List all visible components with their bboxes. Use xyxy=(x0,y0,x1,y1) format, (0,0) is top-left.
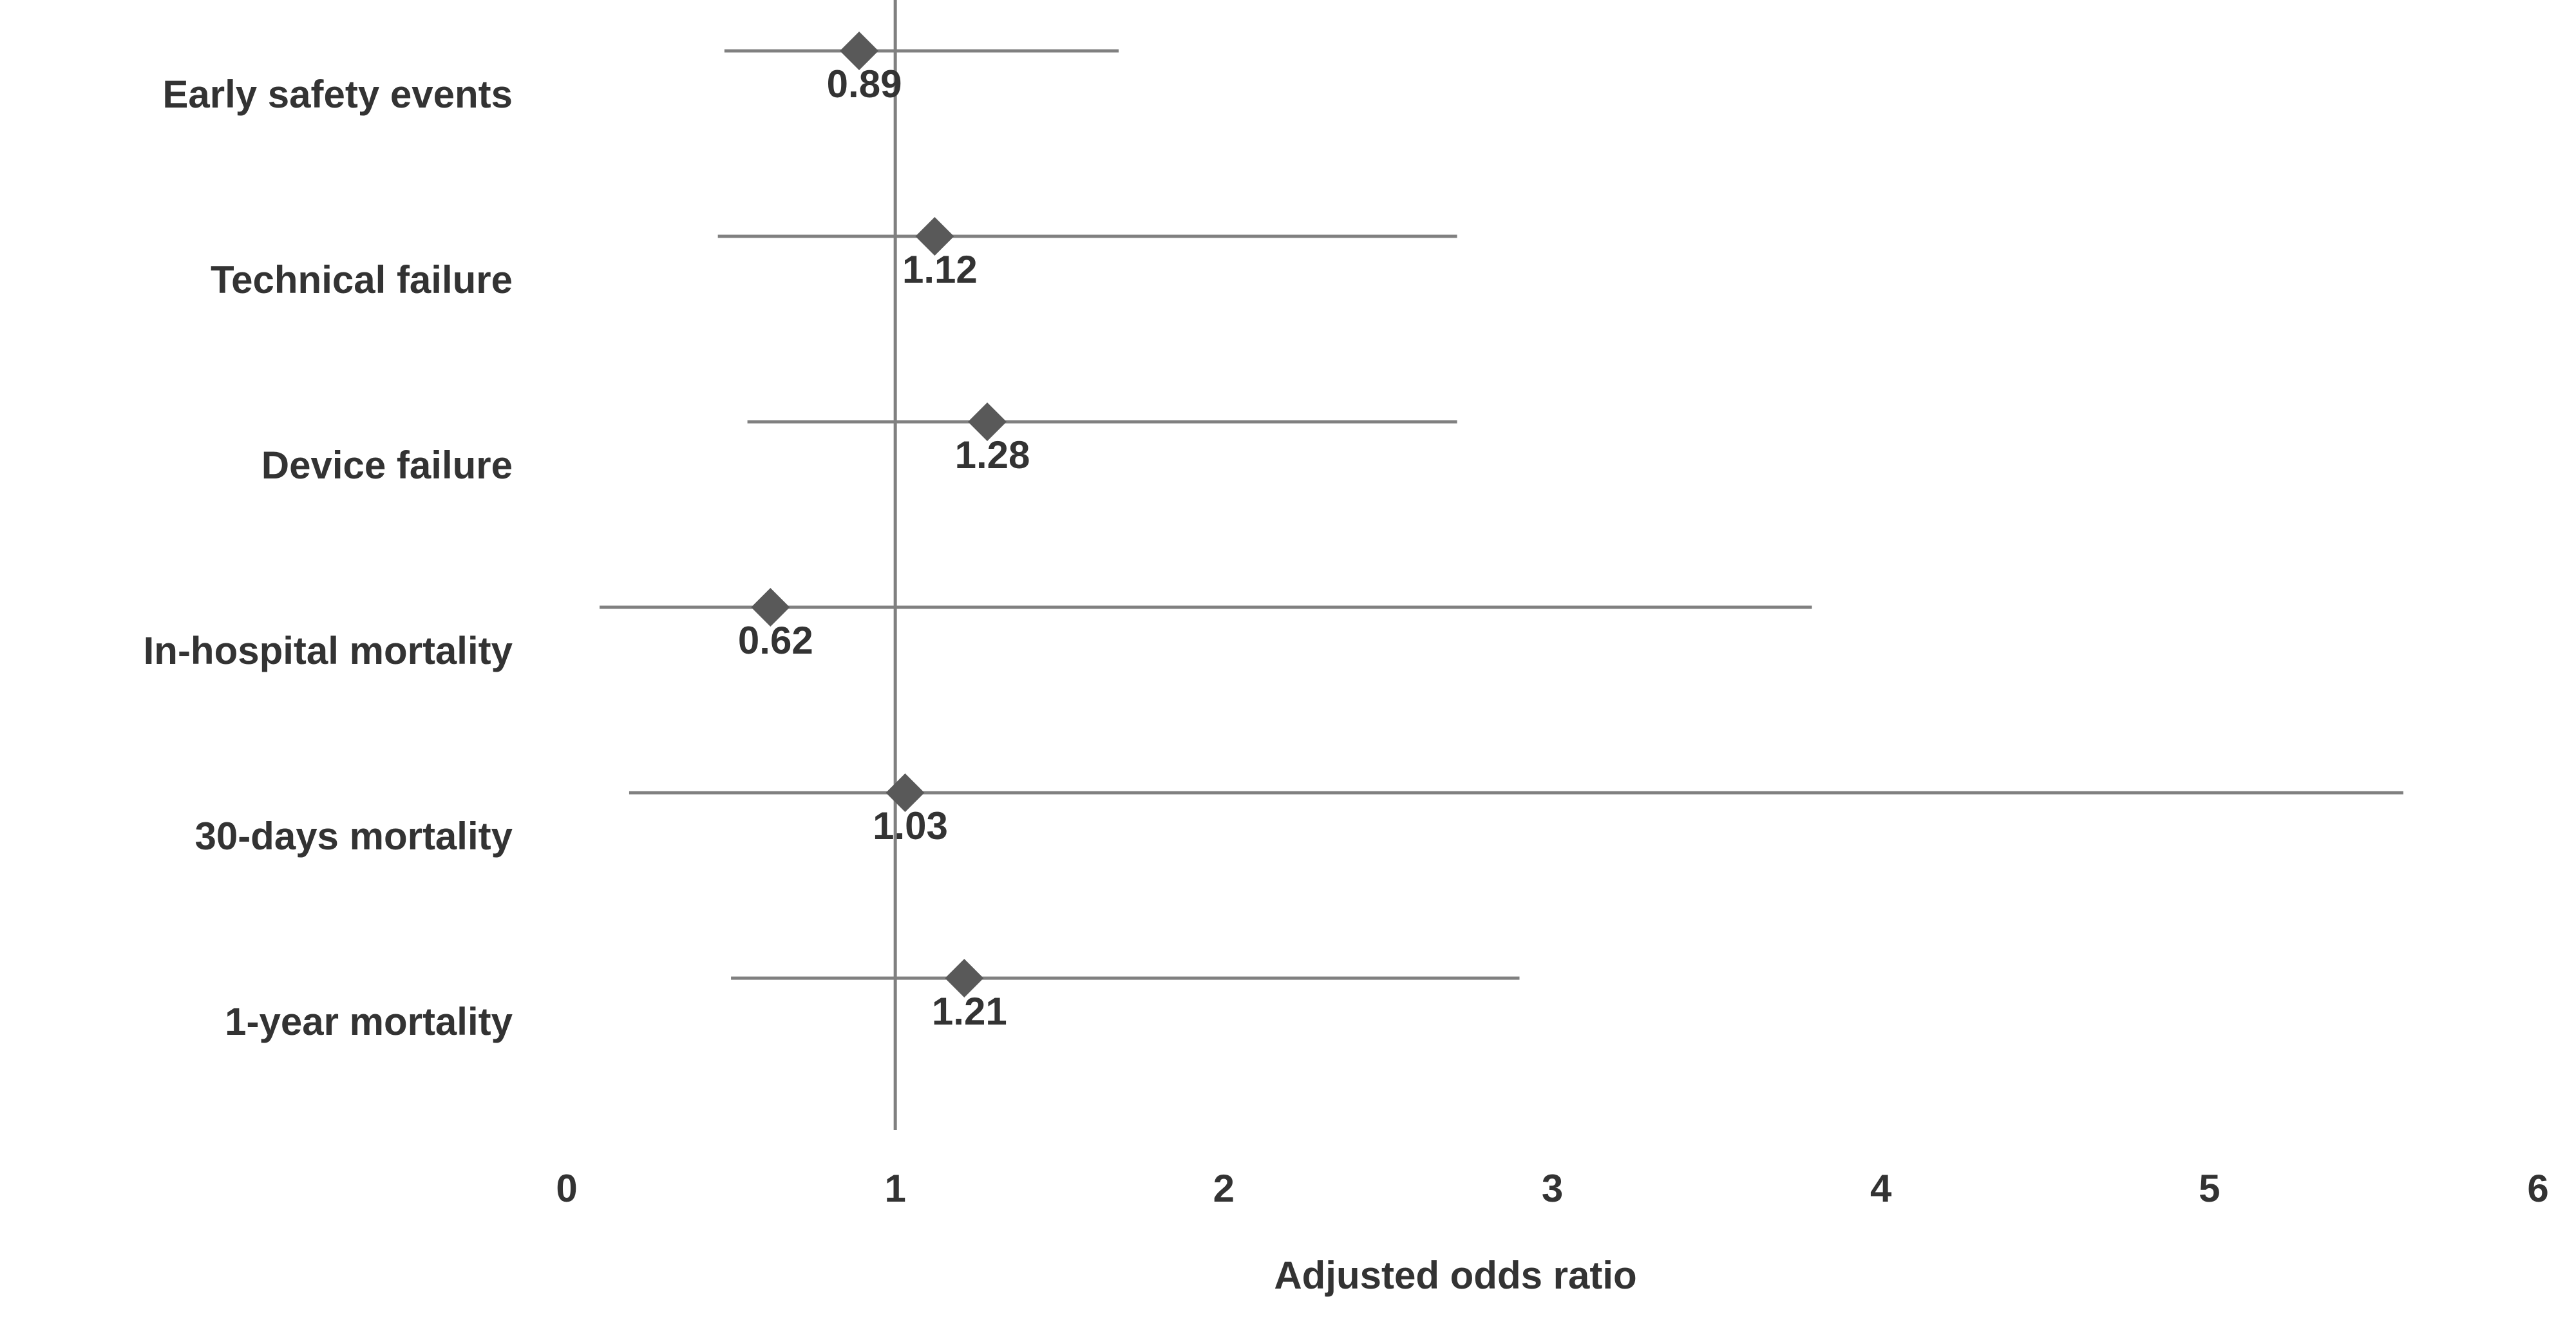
category-label: 1-year mortality xyxy=(225,1000,513,1043)
point-marker xyxy=(945,959,984,998)
category-label: 30-days mortality xyxy=(194,815,513,858)
x-tick-label: 3 xyxy=(1542,1167,1563,1210)
category-label: Early safety events xyxy=(162,73,513,116)
value-label: 1.28 xyxy=(955,433,1030,477)
value-label: 1.03 xyxy=(873,804,948,847)
value-label: 0.62 xyxy=(738,619,813,662)
category-label: Device failure xyxy=(261,444,513,487)
x-tick-label: 0 xyxy=(556,1167,577,1210)
value-label: 1.21 xyxy=(932,990,1007,1033)
point-marker xyxy=(968,402,1007,441)
value-label: 1.12 xyxy=(902,248,978,291)
point-marker xyxy=(886,773,925,812)
x-tick-label: 6 xyxy=(2527,1167,2548,1210)
category-label: In-hospital mortality xyxy=(144,629,513,672)
x-axis-label: Adjusted odds ratio xyxy=(1274,1254,1636,1297)
x-tick-label: 4 xyxy=(1870,1167,1892,1210)
x-tick-label: 5 xyxy=(2199,1167,2220,1210)
value-label: 0.89 xyxy=(827,62,902,106)
x-tick-label: 2 xyxy=(1213,1167,1235,1210)
point-marker xyxy=(840,32,879,70)
category-label: Technical failure xyxy=(211,258,513,301)
x-tick-label: 1 xyxy=(884,1167,905,1210)
point-marker xyxy=(751,588,790,627)
point-marker xyxy=(915,217,954,256)
